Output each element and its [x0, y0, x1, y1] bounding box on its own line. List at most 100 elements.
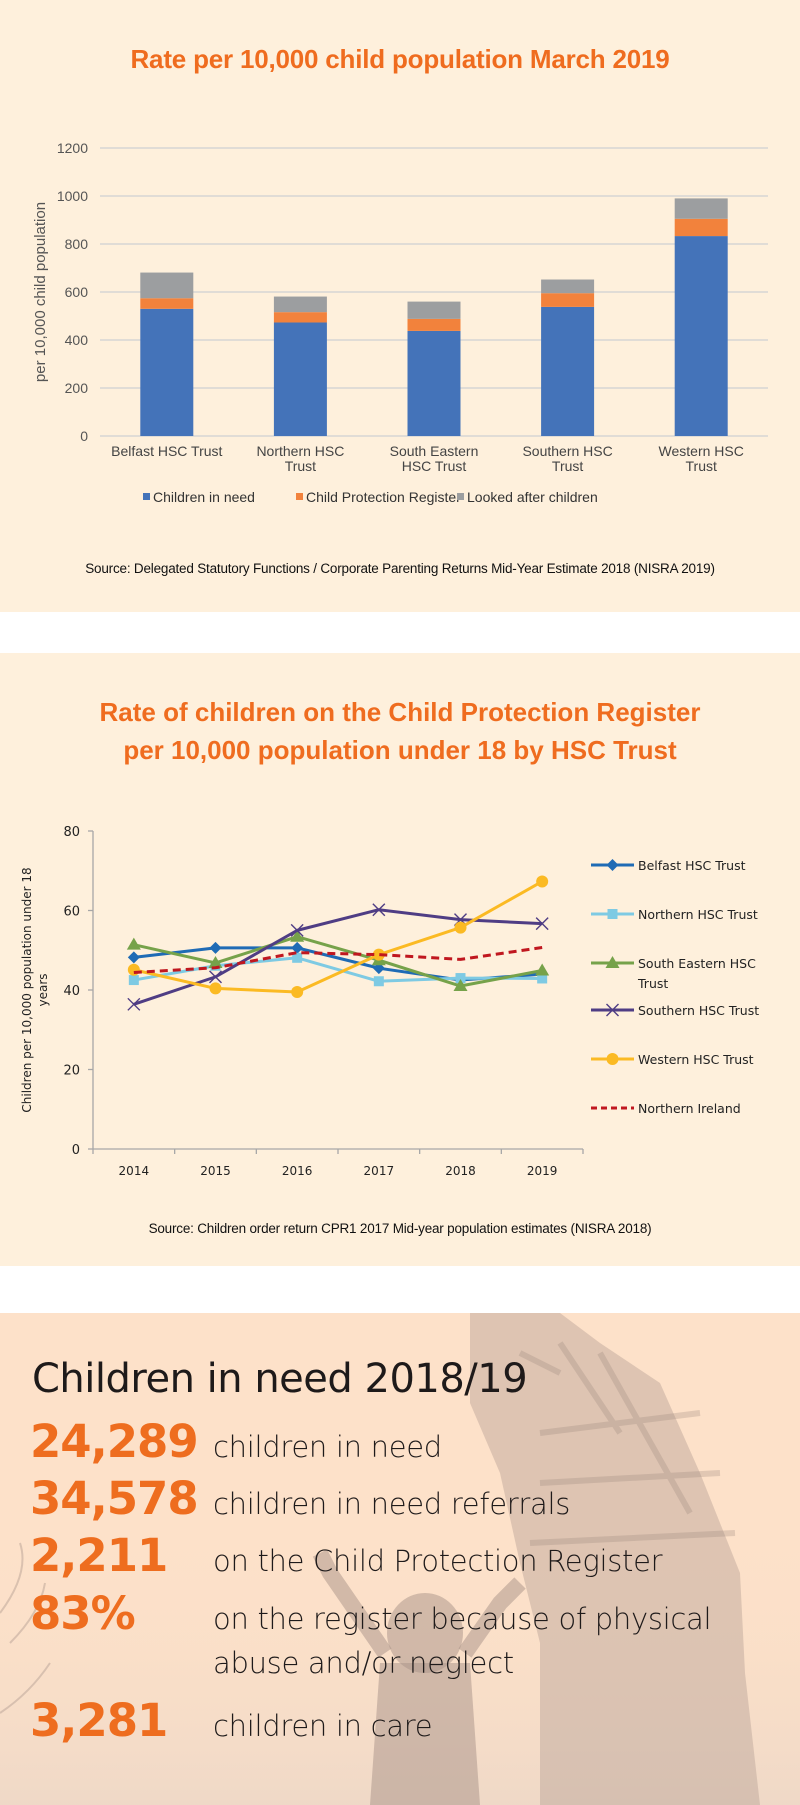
- legend-marker: [606, 1053, 619, 1065]
- bar-segment-child-protection-register: [273, 312, 327, 323]
- stat-value: 3,281: [30, 1694, 168, 1747]
- data-point-southern-hsc-trust: [209, 970, 222, 984]
- legend-label: Belfast HSC Trust: [638, 858, 746, 873]
- x-tick-label: 2014: [119, 1164, 150, 1178]
- data-point-western-hsc-trust: [372, 948, 385, 961]
- background-photo-silhouette: [0, 1313, 800, 1805]
- line-chart-title: Rate of children on the Child Protection…: [0, 693, 800, 769]
- legend-label: South Eastern HSC: [638, 956, 756, 971]
- legend-label: Looked after children: [467, 489, 598, 505]
- data-point-northern-hsc-trust: [373, 976, 384, 987]
- legend-label: Northern Ireland: [638, 1101, 741, 1116]
- legend-marker: [605, 956, 620, 968]
- y-tick-label: 80: [63, 825, 80, 840]
- bar-chart: 0 200 400 600 800 1000 1200 per 10,000 child po…: [32, 140, 768, 505]
- series-western-hsc-trust: [127, 875, 549, 998]
- stat-value: 24,289: [30, 1415, 199, 1468]
- y-tick-label: 800: [65, 236, 89, 252]
- data-point-western-hsc-trust: [454, 921, 467, 934]
- stat-label: children in need: [213, 1430, 442, 1464]
- line-chart-panel: Rate of children on the Child Protection…: [0, 653, 800, 1266]
- bar-segment-looked-after-children: [273, 296, 327, 313]
- data-point-western-hsc-trust: [291, 985, 304, 998]
- data-point-south-eastern-hsc-trust: [290, 929, 305, 942]
- x-tick-label: Trust: [552, 458, 583, 474]
- legend-label: Trust: [637, 976, 668, 991]
- y-axis-label: years: [36, 973, 50, 1006]
- data-point-belfast-hsc-trust: [291, 941, 304, 954]
- bar-chart-panel: Rate per 10,000 child population March 2…: [0, 0, 800, 612]
- stat-label: on the register because of physical: [213, 1602, 712, 1636]
- legend-swatch: [296, 493, 303, 500]
- series-line-belfast-hsc-trust: [133, 946, 543, 982]
- bar-segment-children-in-need: [674, 236, 728, 436]
- bar-segment-looked-after-children: [140, 272, 194, 299]
- stats-title: Children in need 2018/19: [32, 1356, 528, 1402]
- bar-segment-children-in-need: [140, 308, 194, 436]
- legend-label: Western HSC Trust: [638, 1052, 754, 1067]
- data-point-southern-hsc-trust: [127, 997, 141, 1011]
- x-tick-label: 2018: [445, 1164, 476, 1178]
- data-point-northern-hsc-trust: [128, 975, 139, 986]
- legend-label: Northern HSC Trust: [638, 907, 758, 922]
- x-tick-label: 2015: [200, 1164, 231, 1178]
- bar-segment-child-protection-register: [140, 298, 194, 309]
- line-chart-title-line-2: per 10,000 population under 18 by HSC Tr…: [123, 735, 677, 765]
- data-point-northern-hsc-trust: [537, 973, 548, 984]
- data-point-belfast-hsc-trust: [127, 951, 140, 964]
- line-chart-title-line-1: Rate of children on the Child Protection…: [99, 697, 701, 727]
- series-northern-ireland: [133, 945, 543, 975]
- bar-segment-children-in-need: [541, 306, 595, 436]
- data-point-south-eastern-hsc-trust: [208, 955, 223, 968]
- series-line-northern-hsc-trust: [133, 956, 543, 983]
- stat-value: 2,211: [30, 1529, 168, 1582]
- series-line-northern-ireland: [133, 945, 543, 975]
- data-point-northern-hsc-trust: [292, 952, 303, 963]
- data-point-south-eastern-hsc-trust: [126, 937, 141, 950]
- legend-swatch: [457, 493, 464, 500]
- bar-segment-children-in-need: [407, 330, 461, 436]
- line-chart-source: Source: Children order return CPR1 2017 …: [148, 1221, 652, 1236]
- stat-label-continued: abuse and/or neglect: [213, 1646, 514, 1680]
- data-point-belfast-hsc-trust: [209, 941, 222, 954]
- data-point-south-eastern-hsc-trust: [535, 963, 550, 976]
- stat-value: 34,578: [30, 1472, 199, 1525]
- legend-label: Children in need: [153, 489, 255, 505]
- data-point-southern-hsc-trust: [372, 903, 386, 917]
- legend-marker: [607, 909, 618, 919]
- y-tick-label: 200: [65, 380, 89, 396]
- stat-label: on the Child Protection Register: [213, 1544, 663, 1578]
- data-point-western-hsc-trust: [536, 875, 549, 888]
- bar-segment-child-protection-register: [541, 293, 595, 307]
- series-line-south-eastern-hsc-trust: [133, 935, 543, 988]
- y-tick-label: 0: [72, 1143, 80, 1158]
- x-tick-label: Belfast HSC Trust: [111, 443, 222, 459]
- y-tick-label: 20: [63, 1064, 80, 1079]
- data-point-southern-hsc-trust: [535, 917, 549, 931]
- x-tick-label: Trust: [686, 458, 717, 474]
- legend-marker: [606, 1003, 619, 1017]
- stat-label: children in need referrals: [213, 1487, 571, 1521]
- bar-segment-children-in-need: [273, 322, 327, 436]
- stat-value: 83%: [30, 1587, 136, 1640]
- bar-segment-looked-after-children: [674, 198, 728, 219]
- x-tick-label: Western HSC: [659, 443, 744, 459]
- legend-label: Child Protection Register: [306, 489, 461, 505]
- line-chart: 0 20 40 60 80 2014 2015 2016 2017 2018 2019 Childre…: [20, 825, 759, 1178]
- x-tick-label: HSC Trust: [402, 458, 467, 474]
- y-tick-label: 1000: [57, 188, 88, 204]
- y-tick-label: 40: [63, 984, 80, 999]
- bar-segment-looked-after-children: [541, 279, 595, 294]
- data-point-western-hsc-trust: [209, 982, 222, 995]
- y-tick-label: 400: [65, 332, 89, 348]
- legend-label: Southern HSC Trust: [638, 1003, 759, 1018]
- data-point-south-eastern-hsc-trust: [453, 979, 468, 992]
- x-tick-label: Northern HSC: [256, 443, 344, 459]
- x-tick-label: Trust: [285, 458, 316, 474]
- stat-label: children in care: [213, 1709, 433, 1743]
- data-point-southern-hsc-trust: [290, 923, 304, 937]
- y-axis-label: Children per 10,000 population under 18: [20, 867, 34, 1112]
- x-tick-label: South Eastern: [390, 443, 479, 459]
- bar-segment-child-protection-register: [674, 218, 728, 237]
- bar-segment-looked-after-children: [407, 301, 461, 319]
